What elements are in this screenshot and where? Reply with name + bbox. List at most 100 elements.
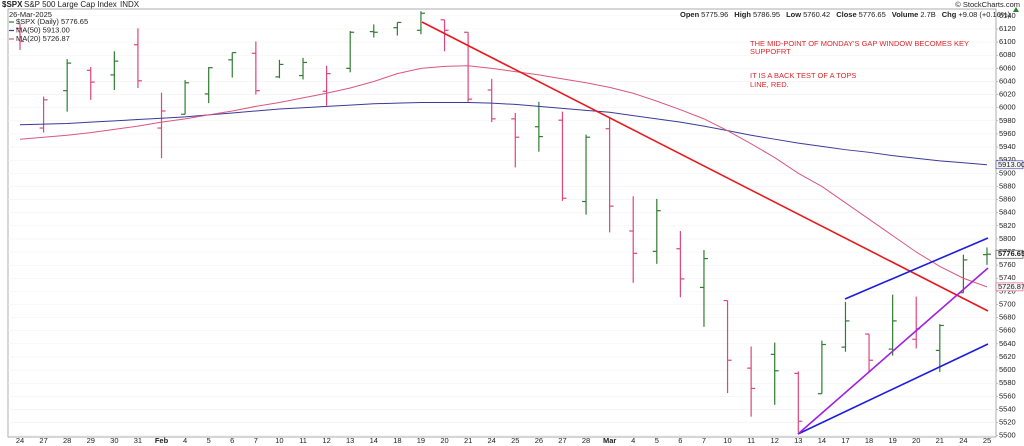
price-tag-label: 5726.87: [998, 282, 1024, 291]
x-tick-label: 5: [207, 436, 211, 445]
y-tick-label: 5880: [999, 181, 1016, 190]
x-tick-label: 5: [655, 436, 659, 445]
quote-label: High: [734, 10, 751, 19]
trend-line-blue-lower: [797, 343, 989, 435]
y-tick-label: 5580: [999, 378, 1016, 387]
y-tick-label: 6060: [999, 63, 1016, 72]
x-tick-label: 12: [771, 436, 779, 445]
quote-value: +9.08 (+0.16%): [958, 10, 1010, 19]
x-tick-label: 18: [393, 436, 401, 445]
change-arrow: [1013, 7, 1019, 12]
y-tick-label: 5660: [999, 326, 1016, 335]
quote-value: 5760.42: [803, 10, 830, 19]
x-tick-label: 6: [230, 436, 234, 445]
y-tick-label: 5680: [999, 313, 1016, 322]
x-tick-label: 7: [702, 436, 706, 445]
y-tick-label: 5620: [999, 352, 1016, 361]
symbol: $SPX: [2, 0, 23, 9]
y-tick-label: 5740: [999, 273, 1016, 282]
x-tick-label: 7: [254, 436, 258, 445]
x-tick-label: 25: [983, 436, 991, 445]
x-tick-label: 27: [39, 436, 47, 445]
exchange: INDX: [120, 0, 140, 9]
y-tick-label: 5520: [999, 418, 1016, 427]
y-tick-label: 5800: [999, 234, 1016, 243]
x-tick-label: 24: [959, 436, 967, 445]
marks: [16, 11, 991, 433]
copyright: © StockCharts.com: [955, 0, 1020, 9]
x-tick-label: 30: [110, 436, 118, 445]
quote-label: Low: [786, 10, 801, 19]
legend-label: MA(50) 5913.00: [16, 25, 70, 34]
y-tick-label: 6040: [999, 76, 1016, 85]
x-tick-label: 14: [818, 436, 826, 445]
y-tick-label: 5860: [999, 195, 1016, 204]
quote-value: 5776.65: [859, 10, 886, 19]
x-tick-label: Feb: [155, 436, 169, 445]
trend-line-purple: [797, 267, 989, 435]
x-tick-label: 31: [134, 436, 142, 445]
y-tick-label: 5540: [999, 404, 1016, 413]
y-tick-label: 5640: [999, 339, 1016, 348]
y-tick-label: 6140: [999, 11, 1016, 20]
x-tick-label: 21: [464, 436, 472, 445]
x-tick-label: 10: [723, 436, 731, 445]
x-tick-label: 11: [299, 436, 307, 445]
quote-label: Chg: [942, 10, 957, 19]
y-tick-label: 6000: [999, 103, 1016, 112]
x-tick-label: 28: [582, 436, 590, 445]
y-tick-label: 6080: [999, 50, 1016, 59]
x-tick-label: 20: [912, 436, 920, 445]
quote-label: Open: [680, 10, 700, 19]
x-tick-label: 24: [16, 436, 24, 445]
x-tick-label: 13: [346, 436, 354, 445]
y-tick-label: 5920: [999, 155, 1016, 164]
x-tick-label: 14: [370, 436, 378, 445]
price-tag-label: 5776.65: [998, 249, 1024, 258]
x-tick-label: 27: [558, 436, 566, 445]
x-tick-label: 19: [888, 436, 896, 445]
x-tick-label: 10: [275, 436, 283, 445]
x-tick-label: 29: [87, 436, 95, 445]
x-tick-label: 6: [678, 436, 682, 445]
quote-label: Volume: [892, 10, 919, 19]
x-tick-label: 4: [631, 436, 635, 445]
x-tick-label: Mar: [603, 436, 616, 445]
index-name: S&P 500 Large Cap Index: [24, 0, 117, 9]
price-tag: [995, 249, 1024, 259]
y-tick-label: 5760: [999, 260, 1016, 269]
price-tag: [995, 282, 1024, 292]
moving-average: [19, 65, 988, 288]
x-tick-label: 19: [417, 436, 425, 445]
y-tick-label: 5560: [999, 391, 1016, 400]
annotation: THE MID-POINT OF MONDAY'S GAP WINDOW BEC…: [750, 39, 969, 48]
x-tick-label: 4: [183, 436, 187, 445]
quote-label: Close: [836, 10, 856, 19]
quote-value: 5775.96: [701, 10, 728, 19]
y-tick-label: 5500: [999, 431, 1016, 440]
annotation: LINE, RED.: [750, 80, 789, 89]
y-tick-label: 5940: [999, 142, 1016, 151]
y-tick-label: 5600: [999, 365, 1016, 374]
y-tick-label: 5700: [999, 299, 1016, 308]
x-tick-label: 18: [865, 436, 873, 445]
quote-value: 2.7B: [920, 10, 935, 19]
x-tick-label: 26: [535, 436, 543, 445]
legend-label: $SPX (Daily) 5776.65: [16, 17, 88, 26]
trend-line-red: [421, 21, 989, 312]
x-tick-label: 20: [440, 436, 448, 445]
moving-average: [19, 101, 988, 166]
price-tag: [995, 160, 1024, 170]
legend-label: MA(20) 5726.87: [16, 34, 70, 43]
x-tick-label: 24: [488, 436, 496, 445]
x-tick-label: 25: [511, 436, 519, 445]
x-tick-label: 28: [63, 436, 71, 445]
y-tick-label: 5840: [999, 208, 1016, 217]
x-tick-label: 13: [794, 436, 802, 445]
x-tick-label: 12: [322, 436, 330, 445]
date: 26-Mar-2025: [9, 10, 52, 19]
y-tick-label: 6100: [999, 37, 1016, 46]
annotation: SUPPOFRT: [750, 47, 791, 56]
price-tag-label: 5913.00: [998, 160, 1024, 169]
